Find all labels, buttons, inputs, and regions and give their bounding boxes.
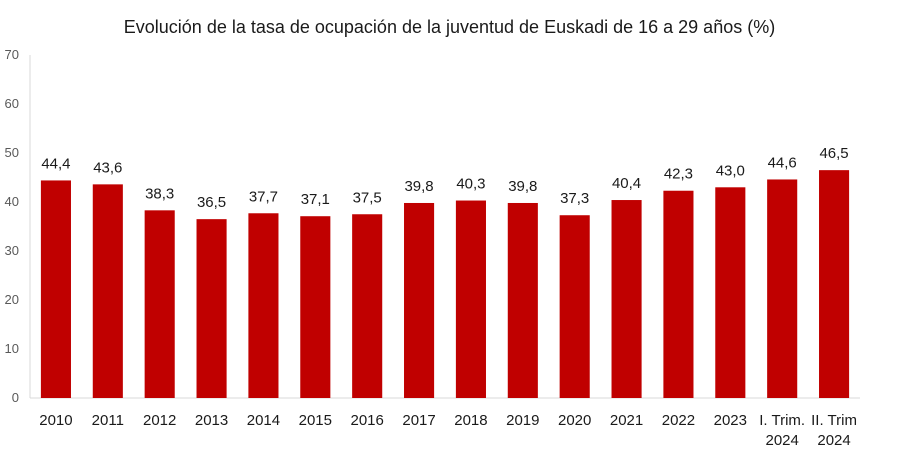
x-tick-label-line: 2010 bbox=[39, 412, 72, 429]
data-label: 36,5 bbox=[197, 194, 226, 211]
x-tick-label-line: 2024 bbox=[766, 432, 799, 449]
x-tick-label: 2012 bbox=[143, 412, 176, 429]
bar bbox=[40, 180, 71, 398]
data-label: 40,3 bbox=[456, 176, 485, 193]
x-tick-label: 2020 bbox=[558, 412, 591, 429]
y-tick-label: 0 bbox=[12, 390, 19, 405]
bar bbox=[92, 184, 123, 398]
data-label: 44,6 bbox=[768, 154, 797, 171]
x-tick-label-line: 2011 bbox=[92, 412, 124, 429]
bar bbox=[455, 200, 486, 398]
x-tick-label-line: II. Trim bbox=[811, 412, 857, 429]
x-tick-label-line: 2014 bbox=[247, 412, 280, 429]
x-tick-label-line: 2024 bbox=[817, 432, 850, 449]
data-label: 43,0 bbox=[716, 162, 745, 179]
data-labels-group: 44,4 43,6 38,3 36,5 37,7 37,1 37,5 39,8 40,3 39,8… bbox=[41, 145, 848, 211]
bar bbox=[507, 202, 538, 398]
bars-group bbox=[40, 170, 850, 398]
x-tick-label-line: 2013 bbox=[195, 412, 228, 429]
data-label: 39,8 bbox=[404, 178, 433, 195]
data-label: 37,7 bbox=[249, 188, 278, 205]
bar bbox=[559, 215, 590, 398]
bar bbox=[819, 170, 850, 398]
x-tick-label: 2013 bbox=[195, 412, 228, 429]
data-label: 37,5 bbox=[353, 189, 382, 206]
y-tick-label: 20 bbox=[5, 292, 19, 307]
x-tick-label-line: 2022 bbox=[662, 412, 695, 429]
x-tick-label: 2023 bbox=[714, 412, 747, 429]
bar bbox=[611, 200, 642, 398]
bar bbox=[715, 187, 746, 398]
x-tick-label: I. Trim. 2024 bbox=[759, 412, 805, 449]
y-tick-label: 40 bbox=[5, 194, 19, 209]
x-tick-label-line: 2018 bbox=[454, 412, 487, 429]
y-tick-label: 60 bbox=[5, 96, 19, 111]
x-tick-label-line: 2012 bbox=[143, 412, 176, 429]
data-label: 37,3 bbox=[560, 190, 589, 207]
y-axis-ticks: 0 10 20 30 40 50 60 70 bbox=[5, 47, 19, 405]
x-tick-label: 2010 bbox=[39, 412, 72, 429]
x-tick-label: 2017 bbox=[402, 412, 435, 429]
x-tick-label-line: I. Trim. bbox=[759, 412, 805, 429]
bar bbox=[144, 210, 175, 398]
bar bbox=[196, 219, 227, 398]
bar bbox=[300, 216, 331, 398]
x-tick-label: 2014 bbox=[247, 412, 280, 429]
data-label: 42,3 bbox=[664, 166, 693, 183]
y-tick-label: 50 bbox=[5, 145, 19, 160]
x-axis-ticks: 2010 2011 2012 2013 2014 2015 2016 2017 2018 2019… bbox=[39, 412, 857, 449]
x-tick-label-line: 2016 bbox=[351, 412, 384, 429]
x-tick-label: II. Trim 2024 bbox=[811, 412, 857, 449]
data-label: 43,6 bbox=[93, 159, 122, 176]
bar bbox=[663, 190, 694, 398]
x-tick-label-line: 2017 bbox=[402, 412, 435, 429]
y-tick-label: 70 bbox=[5, 47, 19, 62]
bar bbox=[404, 202, 435, 398]
data-label: 40,4 bbox=[612, 175, 641, 192]
data-label: 46,5 bbox=[819, 145, 848, 162]
x-tick-label-line: 2023 bbox=[714, 412, 747, 429]
x-tick-label-line: 2021 bbox=[610, 412, 643, 429]
x-tick-label-line: 2015 bbox=[299, 412, 332, 429]
x-tick-label: 2015 bbox=[299, 412, 332, 429]
x-tick-label: 2021 bbox=[610, 412, 643, 429]
x-tick-label-line: 2020 bbox=[558, 412, 591, 429]
bar bbox=[352, 214, 383, 398]
bar bbox=[767, 179, 798, 398]
x-tick-label: 2022 bbox=[662, 412, 695, 429]
data-label: 38,3 bbox=[145, 185, 174, 202]
y-tick-label: 30 bbox=[5, 243, 19, 258]
x-tick-label: 2018 bbox=[454, 412, 487, 429]
x-tick-label: 2019 bbox=[506, 412, 539, 429]
data-label: 39,8 bbox=[508, 178, 537, 195]
chart-title: Evolución de la tasa de ocupación de la … bbox=[123, 17, 776, 37]
data-label: 44,4 bbox=[41, 155, 70, 172]
x-tick-label-line: 2019 bbox=[506, 412, 539, 429]
x-tick-label: 2016 bbox=[351, 412, 384, 429]
y-tick-label: 10 bbox=[5, 341, 19, 356]
data-label: 37,1 bbox=[301, 191, 330, 208]
x-tick-label: 2011 bbox=[92, 412, 124, 429]
bar bbox=[248, 213, 279, 398]
